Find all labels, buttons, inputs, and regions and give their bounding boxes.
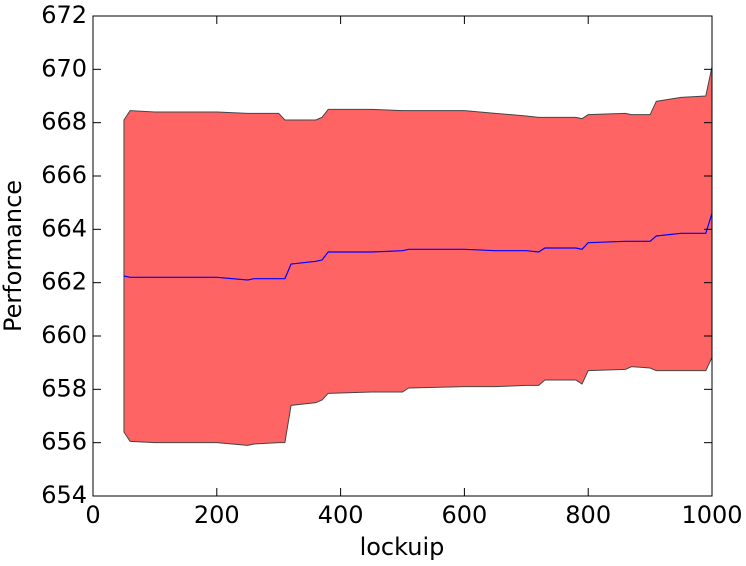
y-axis-label: Performance [0, 180, 27, 332]
x-tick-label: 1000 [681, 501, 742, 529]
y-tick-label: 660 [41, 321, 87, 349]
confidence-band [123, 66, 713, 446]
line [123, 213, 713, 281]
y-tick-label: 664 [41, 214, 87, 242]
x-tick-label: 400 [318, 501, 364, 529]
x-tick-label: 800 [565, 501, 611, 529]
x-tick-label: 600 [441, 501, 487, 529]
y-tick-label: 668 [41, 108, 87, 136]
y-tick-label: 658 [41, 374, 87, 402]
y-tick-label: 666 [41, 161, 87, 189]
x-tick-label: 200 [194, 501, 240, 529]
x-axis-label: lockuip [360, 533, 445, 561]
y-tick-label: 662 [41, 268, 87, 296]
x-tick-label: 0 [85, 501, 100, 529]
plot-frame [92, 15, 713, 497]
y-tick-label: 656 [41, 428, 87, 456]
y-tick-label: 670 [41, 54, 87, 82]
y-tick-label: 654 [41, 481, 87, 509]
y-tick-label: 672 [41, 1, 87, 29]
